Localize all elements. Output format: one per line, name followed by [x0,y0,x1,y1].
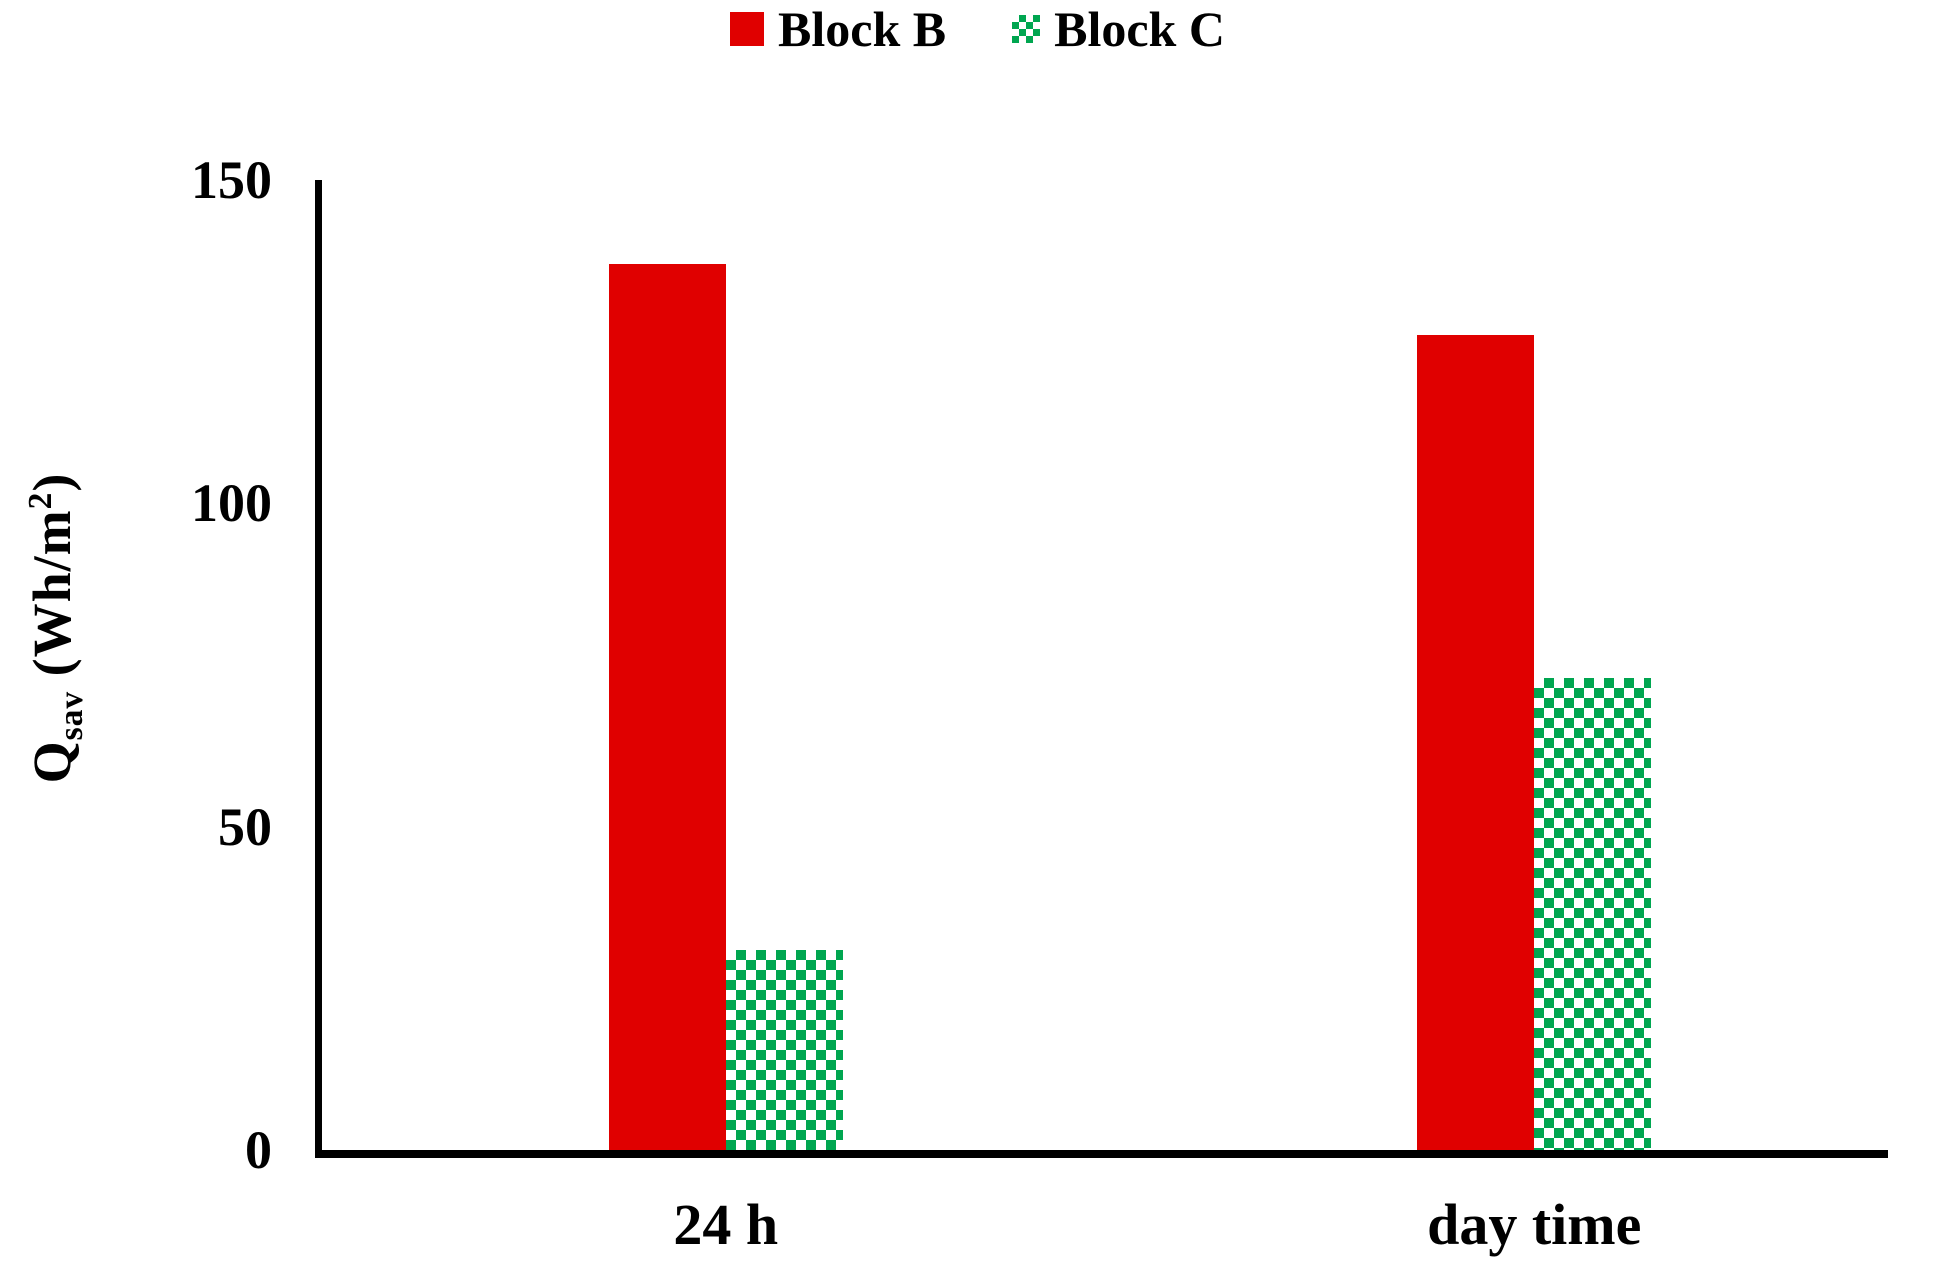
bar-block-c-24-h [725,949,843,1150]
legend-swatch-solid-icon [730,12,765,46]
x-category-label-day-time: day time [1427,1192,1642,1257]
legend-item-block-b: Block B [730,4,946,54]
y-axis-title-units: (Wh/m [22,509,83,691]
y-tick-label: 150 [191,150,272,210]
y-tick-label: 50 [218,796,272,857]
plot-area [315,180,1888,1158]
legend-label: Block B [778,1,947,57]
legend: Block B Block C [0,4,1955,54]
y-tick-label: 100 [191,473,272,534]
legend-item-block-c: Block C [1012,4,1225,54]
x-category-label-24-h: 24 h [673,1192,779,1257]
bar-block-c-day-time [1534,677,1652,1150]
legend-swatch-checker-icon [1012,15,1041,43]
legend-label: Block C [1054,1,1225,57]
y-axis-title-subscript: sav [52,690,90,741]
bar-block-b-day-time [1417,335,1535,1150]
y-tick-label: 0 [245,1120,272,1180]
y-axis-title-base: Q [22,740,83,784]
bar-block-b-24-h [608,264,726,1150]
